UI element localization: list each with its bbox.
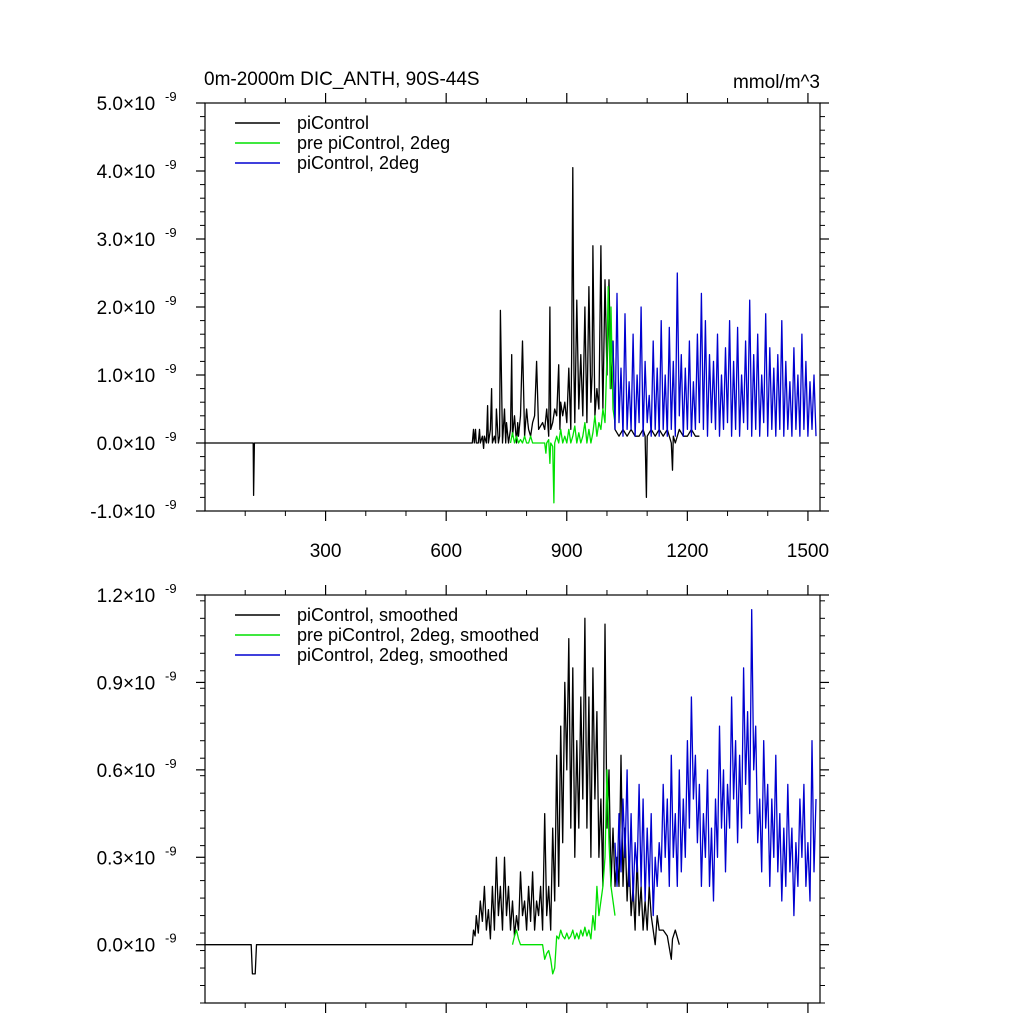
legend-label: piControl, 2deg [297, 153, 419, 173]
legend-label: piControl, 2deg, smoothed [297, 645, 508, 665]
y-tick-label: 1.2 [97, 586, 123, 607]
series-line-picontrol [205, 166, 700, 499]
bottom-panel-y-tick-labels: 0.0 ×10 -90.3 ×10 -90.6 ×10 -90.9 ×10 -91.2 ×10 -9 [97, 581, 177, 957]
y-tick-label: 3.0 [97, 230, 123, 251]
y-tick-multiplier: ×10 [123, 162, 155, 183]
y-tick-exponent: -9 [165, 497, 177, 512]
y-tick-label: -1.0 [90, 502, 123, 523]
y-tick-exponent: -9 [165, 157, 177, 172]
y-tick-label-group: 1.2 ×10 -9 [97, 581, 177, 607]
y-tick-label: 0.0 [97, 434, 123, 455]
y-tick-label-group: 5.0 ×10 -9 [97, 89, 177, 115]
top-panel-title: 0m-2000m DIC_ANTH, 90S-44S [204, 69, 480, 90]
y-tick-exponent: -9 [165, 668, 177, 683]
top-panel: 0m-2000m DIC_ANTH, 90S-44S mmol/m^3 -1.0… [90, 69, 829, 562]
legend-label: piControl, smoothed [297, 605, 458, 625]
series-line-picontrol-2deg [612, 272, 817, 437]
y-tick-multiplier: ×10 [123, 298, 155, 319]
y-tick-multiplier: ×10 [123, 936, 155, 957]
series-line-picontrol-2deg-smoothed [614, 608, 817, 917]
x-tick-label: 600 [430, 541, 462, 562]
y-tick-label: 0.6 [97, 761, 123, 782]
y-tick-exponent: -9 [165, 931, 177, 946]
y-tick-exponent: -9 [165, 361, 177, 376]
y-tick-exponent: -9 [165, 429, 177, 444]
y-tick-exponent: -9 [165, 293, 177, 308]
y-tick-label-group: 0.6 ×10 -9 [97, 756, 177, 782]
x-tick-label: 900 [551, 541, 583, 562]
y-tick-multiplier: ×10 [123, 366, 155, 387]
bottom-panel: 0.0 ×10 -90.3 ×10 -90.6 ×10 -90.9 ×10 -91.2 ×10 -9… [97, 581, 829, 1013]
y-tick-multiplier: ×10 [123, 673, 155, 694]
top-panel-series [205, 166, 817, 504]
y-tick-multiplier: ×10 [123, 434, 155, 455]
y-tick-exponent: -9 [165, 89, 177, 104]
y-tick-multiplier: ×10 [123, 586, 155, 607]
bottom-panel-series [205, 608, 817, 975]
top-panel-ticks [196, 93, 829, 521]
top-panel-x-tick-labels: 300 600 900 1200 1500 [310, 541, 829, 562]
y-tick-exponent: -9 [165, 756, 177, 771]
y-tick-label: 0.0 [97, 936, 123, 957]
y-tick-label-group: -1.0 ×10 -9 [90, 497, 176, 523]
x-tick-label: 1200 [666, 541, 708, 562]
legend-label: piControl [297, 113, 369, 133]
top-panel-y-tick-labels: -1.0 ×10 -90.0 ×10 -91.0 ×10 -92.0 ×10 -93.0 ×10-… [90, 89, 176, 523]
bottom-panel-ticks [196, 585, 829, 1013]
legend-label: pre piControl, 2deg, smoothed [297, 625, 539, 645]
y-tick-exponent: -9 [165, 225, 177, 240]
y-tick-label: 0.3 [97, 848, 123, 869]
y-tick-multiplier: ×10 [123, 230, 155, 251]
y-tick-label: 1.0 [97, 366, 123, 387]
y-tick-label: 4.0 [97, 162, 123, 183]
series-line-pre-picontrol-2deg-smoothed [511, 769, 616, 975]
y-tick-label: 0.9 [97, 673, 123, 694]
bottom-panel-frame [204, 594, 821, 1004]
y-tick-multiplier: ×10 [123, 502, 155, 523]
y-tick-label: 5.0 [97, 94, 123, 115]
y-tick-exponent: -9 [165, 843, 177, 858]
y-tick-label: 2.0 [97, 298, 123, 319]
y-tick-multiplier: ×10 [123, 761, 155, 782]
series-line-pre-picontrol-2deg [509, 285, 616, 504]
y-tick-multiplier: ×10 [123, 94, 155, 115]
y-tick-exponent: -9 [165, 581, 177, 596]
y-tick-multiplier: ×10 [123, 848, 155, 869]
y-tick-label-group: 1.0 ×10 -9 [97, 361, 177, 387]
top-panel-units: mmol/m^3 [733, 72, 820, 93]
y-tick-label-group: 0.0 ×10 -9 [97, 429, 177, 455]
y-tick-label-group: 0.9 ×10 -9 [97, 668, 177, 694]
y-tick-label-group: 0.0 ×10 -9 [97, 931, 177, 957]
y-tick-label-group: 0.3 ×10 -9 [97, 843, 177, 869]
y-tick-label-group: 2.0 ×10 -9 [97, 293, 177, 319]
y-tick-label-group: 4.0 ×10 -9 [97, 157, 177, 183]
legend-label: pre piControl, 2deg [297, 133, 450, 153]
series-line-picontrol-smoothed [205, 617, 680, 975]
y-tick-label-group: 3.0 ×10 -9 [97, 225, 177, 251]
x-tick-label: 300 [310, 541, 342, 562]
x-tick-label: 1500 [787, 541, 829, 562]
